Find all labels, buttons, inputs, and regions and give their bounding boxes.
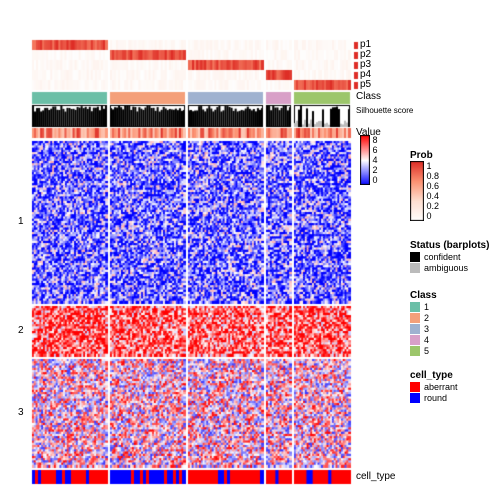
- label-p5: p5: [360, 79, 371, 90]
- figure: 5 subgroups, 3309 signatures (59.3%) wit…: [0, 0, 504, 504]
- legend-class-title: Class: [410, 290, 437, 301]
- legend-class: Class 12345: [410, 290, 437, 357]
- kgroup-label-3: 3: [18, 407, 24, 418]
- legend-class-items: 12345: [410, 302, 437, 356]
- prob-ticks: 10.80.60.40.20: [427, 161, 440, 221]
- swatch-icon: [410, 263, 420, 273]
- legend-item-round: round: [410, 393, 458, 403]
- legend-item-5: 5: [410, 346, 437, 356]
- swatch-icon: [410, 313, 420, 323]
- legend-item-confident: confident: [410, 252, 489, 262]
- legend-value: 86420: [360, 135, 410, 185]
- legend-item-3: 3: [410, 324, 437, 334]
- legend-celltype: cell_type aberrantround: [410, 370, 458, 404]
- legend-status-title: Status (barplots): [410, 240, 489, 251]
- legend-item-4: 4: [410, 335, 437, 345]
- prob-colorbar: [410, 161, 424, 221]
- swatch-icon: [410, 393, 420, 403]
- legend-status: Status (barplots) confidentambiguous: [410, 240, 489, 274]
- legend-item-1: 1: [410, 302, 437, 312]
- swatch-icon: [410, 302, 420, 312]
- value-colorbar: [360, 135, 370, 185]
- swatch-icon: [410, 346, 420, 356]
- swatch-icon: [410, 382, 420, 392]
- swatch-icon: [410, 324, 420, 334]
- swatch-icon: [410, 252, 420, 262]
- legend-item-ambiguous: ambiguous: [410, 263, 489, 273]
- label-silhouette: Silhouette score: [356, 106, 413, 115]
- label-class: Class: [356, 91, 381, 102]
- legend-item-2: 2: [410, 313, 437, 323]
- legend-prob: Prob 10.80.60.40.20: [410, 150, 500, 221]
- kgroup-label-2: 2: [18, 325, 24, 336]
- swatch-icon: [410, 335, 420, 345]
- legend-item-aberrant: aberrant: [410, 382, 458, 392]
- label-celltype-bottom: cell_type: [356, 471, 395, 482]
- legend-celltype-items: aberrantround: [410, 382, 458, 403]
- legend-prob-title: Prob: [410, 150, 500, 161]
- legend-status-items: confidentambiguous: [410, 252, 489, 273]
- legend-celltype-title: cell_type: [410, 370, 458, 381]
- kgroup-label-1: 1: [18, 216, 24, 227]
- value-ticks: 86420: [373, 135, 378, 185]
